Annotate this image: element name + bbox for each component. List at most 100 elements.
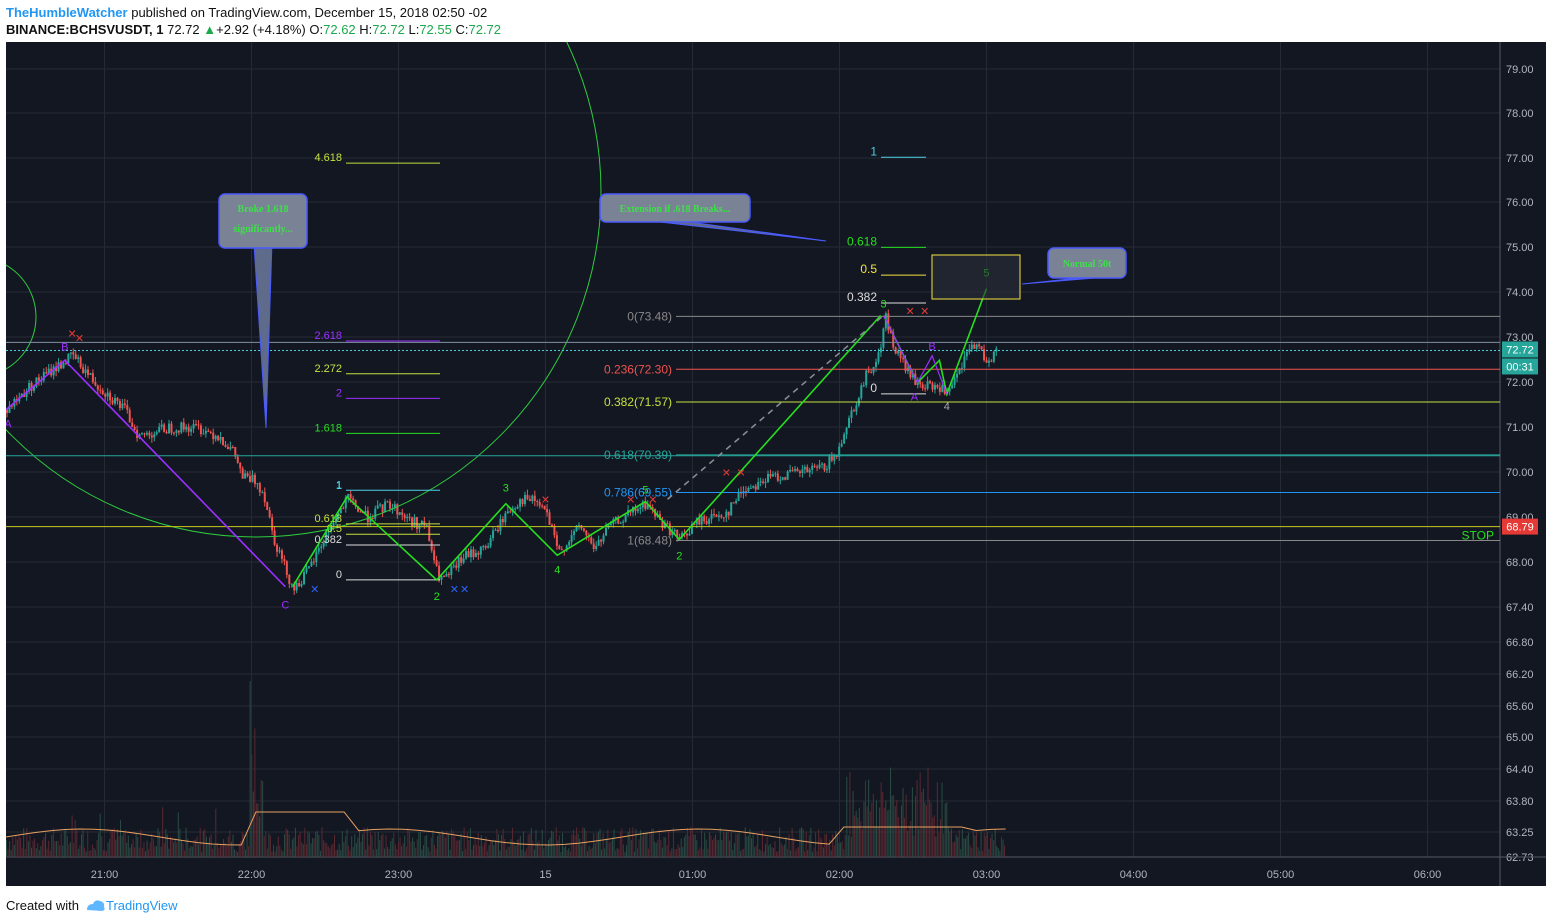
- candle-body: [676, 529, 679, 538]
- volume-bar: [533, 849, 535, 857]
- callout-normal: Normal 50t: [1021, 247, 1127, 285]
- volume-bar: [932, 817, 934, 857]
- final-abc-line: [883, 315, 948, 395]
- volume-bar: [98, 833, 100, 857]
- candle-body: [357, 506, 360, 512]
- candle-body: [150, 435, 153, 438]
- volume-bar: [850, 836, 852, 857]
- volume-bar: [954, 841, 956, 857]
- candle-body: [492, 530, 495, 539]
- y-tick-label: 73.00: [1506, 332, 1534, 344]
- volume-bar: [282, 851, 284, 857]
- volume-bar: [913, 835, 915, 857]
- candle-body: [921, 384, 924, 389]
- volume-bar: [491, 840, 493, 857]
- wave-label-2b: 2: [676, 551, 682, 563]
- volume-bar: [680, 838, 682, 857]
- fib-retr-label: 0(73.48): [627, 309, 672, 323]
- volume-bar: [294, 827, 296, 857]
- volume-bar: [886, 810, 888, 857]
- candle-body: [403, 515, 406, 519]
- candle-body: [339, 508, 342, 514]
- candle-body: [293, 583, 296, 591]
- candle-body: [919, 381, 922, 385]
- candle-body: [207, 430, 210, 433]
- volume-bar: [865, 780, 867, 857]
- volume-bar: [957, 836, 959, 857]
- candle-body: [909, 367, 912, 378]
- candle-body: [317, 547, 320, 552]
- candle-body: [487, 546, 490, 548]
- wave-label-a: A: [6, 419, 12, 431]
- candle-body: [222, 437, 225, 446]
- fib-level-label: 0.5: [327, 523, 342, 535]
- candle-body: [575, 525, 578, 532]
- volume-bar: [911, 787, 913, 857]
- wave-label-5: 5: [642, 484, 648, 496]
- volume-bar: [430, 837, 432, 857]
- candle-body: [496, 529, 499, 532]
- candle-body: [730, 502, 733, 516]
- volume-bar: [788, 834, 790, 857]
- volume-bar: [791, 827, 793, 857]
- volume-bar: [273, 844, 275, 857]
- candle-body: [725, 511, 728, 518]
- volume-bar: [173, 842, 175, 857]
- candle-body: [187, 426, 190, 432]
- volume-bar: [683, 837, 685, 857]
- volume-bar: [819, 837, 821, 857]
- volume-bar: [419, 832, 421, 857]
- candle-body: [779, 479, 782, 481]
- chart-area[interactable]: 79.00 78.00 77.00 76.00 75.00 74.00 73.00 72.00…: [6, 42, 1546, 886]
- volume-bar: [515, 845, 517, 857]
- volume-bar: [165, 828, 167, 857]
- candle-body: [10, 405, 13, 407]
- volume-bar: [766, 837, 768, 857]
- y-tick-label: 62.73: [1506, 852, 1534, 864]
- volume-bar: [263, 836, 265, 857]
- volume-bar: [257, 803, 259, 857]
- candle-body: [504, 513, 507, 523]
- volume-bar: [749, 828, 751, 857]
- volume-bar: [635, 829, 637, 857]
- volume-bar: [85, 851, 87, 857]
- candle-body: [705, 521, 708, 524]
- volume-bar: [241, 832, 243, 857]
- candle-body: [170, 423, 173, 433]
- volume-bar: [722, 832, 724, 857]
- y-tick-label: 76.00: [1506, 197, 1534, 209]
- volume-bar: [708, 832, 710, 857]
- volume-bar: [346, 829, 348, 857]
- volume-bar: [369, 832, 371, 857]
- volume-bar: [335, 850, 337, 857]
- volume-bar: [244, 849, 246, 857]
- volume-bar: [969, 845, 971, 857]
- author-link[interactable]: TheHumbleWatcher: [6, 5, 128, 20]
- candle-body: [84, 369, 87, 373]
- volume-bar: [924, 802, 926, 857]
- candle-body: [374, 508, 377, 519]
- red-x-marker: ✕: [75, 333, 84, 345]
- candle-body: [25, 391, 28, 397]
- y-tick-label: 77.00: [1506, 153, 1534, 165]
- volume-bar: [655, 842, 657, 857]
- volume-bar: [277, 836, 279, 857]
- volume-bar: [168, 848, 170, 857]
- volume-bar: [141, 847, 143, 857]
- candle-body: [546, 509, 549, 513]
- price-chart[interactable]: 79.00 78.00 77.00 76.00 75.00 74.00 73.00 72.00…: [6, 42, 1546, 886]
- volume-bar: [929, 799, 931, 857]
- volume-bar: [643, 832, 645, 857]
- volume-bar: [686, 827, 688, 857]
- candle-body: [757, 482, 760, 490]
- volume-bar: [1004, 845, 1006, 857]
- candle-body: [325, 531, 328, 543]
- volume-bar: [574, 835, 576, 857]
- candle-body: [425, 525, 428, 527]
- volume-bar: [769, 844, 771, 857]
- volume-bar: [933, 815, 935, 857]
- volume-bar: [416, 839, 418, 857]
- volume-bar: [348, 845, 350, 857]
- tradingview-brand[interactable]: TradingView: [106, 898, 178, 913]
- volume-bar: [963, 838, 965, 857]
